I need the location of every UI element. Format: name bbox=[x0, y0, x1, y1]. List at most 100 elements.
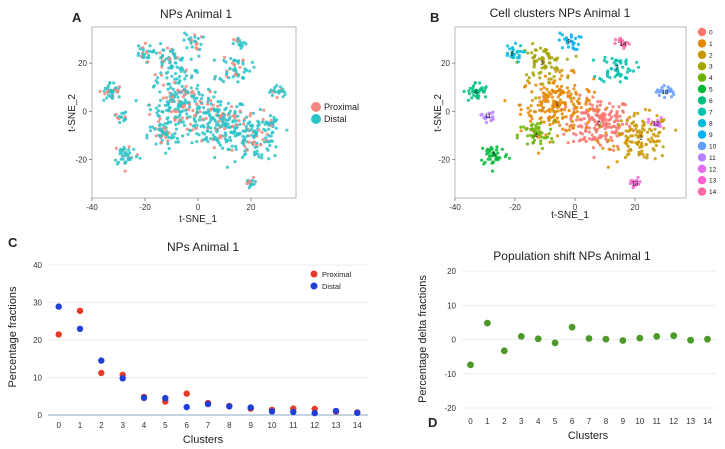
tsne-point bbox=[519, 125, 523, 129]
tsne-point bbox=[154, 51, 158, 55]
tsne-point bbox=[555, 134, 560, 138]
tsne-point bbox=[231, 41, 235, 46]
tsne-point bbox=[615, 116, 619, 120]
tsne-point bbox=[245, 181, 249, 186]
tsne-point bbox=[216, 108, 220, 112]
tsne-point bbox=[153, 73, 157, 77]
panel-d-points bbox=[467, 319, 711, 369]
tsne-point bbox=[534, 83, 538, 87]
tsne-point bbox=[623, 141, 627, 145]
tsne-point bbox=[253, 180, 257, 184]
tsne-point bbox=[202, 125, 206, 129]
tsne-point bbox=[108, 81, 112, 85]
tsne-point bbox=[165, 117, 169, 121]
tsne-point bbox=[549, 127, 553, 131]
tsne-point bbox=[224, 133, 228, 137]
tsne-point bbox=[637, 130, 641, 134]
x-tick-label: 0 bbox=[468, 417, 473, 426]
tsne-point bbox=[119, 147, 123, 151]
tsne-point bbox=[110, 96, 114, 100]
tsne-point bbox=[540, 146, 545, 151]
tsne-point bbox=[626, 129, 630, 133]
tsne-point bbox=[134, 99, 138, 103]
tsne-point bbox=[488, 154, 492, 158]
tsne-point bbox=[620, 132, 624, 136]
tsne-point bbox=[272, 115, 276, 120]
tsne-point bbox=[564, 115, 568, 119]
tsne-point bbox=[534, 126, 538, 130]
cluster-label: 4 bbox=[534, 133, 538, 139]
tsne-point bbox=[503, 155, 507, 159]
tsne-point bbox=[551, 121, 555, 125]
tsne-point bbox=[134, 155, 139, 159]
tsne-point bbox=[222, 80, 226, 84]
tsne-point bbox=[158, 51, 162, 55]
tsne-point bbox=[256, 119, 260, 123]
tsne-point bbox=[612, 124, 616, 128]
tsne-point bbox=[257, 128, 261, 132]
tsne-point bbox=[209, 98, 213, 103]
tsne-point bbox=[170, 66, 174, 70]
tsne-point bbox=[224, 106, 228, 110]
tsne-point bbox=[560, 84, 564, 88]
panel-a-y-ticks: -20 0 20 bbox=[75, 59, 92, 164]
tsne-point bbox=[625, 119, 629, 123]
tsne-point bbox=[269, 88, 273, 92]
tsne-point bbox=[483, 160, 487, 164]
tsne-point bbox=[176, 140, 181, 144]
tsne-point bbox=[560, 112, 564, 116]
tsne-point bbox=[148, 44, 152, 48]
tsne-point bbox=[602, 112, 606, 116]
tsne-point bbox=[557, 101, 561, 105]
tsne-point bbox=[526, 79, 530, 83]
panel-c-legend: Proximal Distal bbox=[310, 270, 352, 291]
tsne-point bbox=[193, 35, 197, 39]
tsne-point bbox=[591, 107, 595, 111]
tsne-point bbox=[553, 110, 558, 114]
tsne-point bbox=[228, 109, 232, 113]
tsne-point bbox=[106, 93, 111, 97]
tsne-point bbox=[549, 92, 553, 96]
tsne-point bbox=[648, 140, 653, 144]
x-tick-label: 0 bbox=[573, 203, 578, 212]
tsne-point bbox=[496, 151, 500, 155]
legend-marker bbox=[697, 107, 707, 117]
tsne-point bbox=[187, 37, 191, 41]
tsne-point bbox=[529, 104, 533, 108]
tsne-point bbox=[582, 116, 586, 121]
x-tick-label: -40 bbox=[86, 203, 98, 212]
tsne-point bbox=[525, 142, 530, 146]
tsne-point bbox=[118, 120, 122, 125]
data-point-distal bbox=[311, 409, 318, 417]
tsne-point bbox=[613, 41, 617, 46]
tsne-point bbox=[484, 85, 488, 89]
tsne-point bbox=[233, 126, 237, 130]
tsne-point bbox=[603, 55, 607, 60]
data-point-delta bbox=[636, 334, 644, 342]
tsne-point bbox=[252, 175, 256, 179]
tsne-point bbox=[215, 123, 219, 127]
tsne-point bbox=[487, 111, 491, 115]
tsne-point bbox=[241, 134, 245, 138]
tsne-point bbox=[506, 44, 510, 48]
tsne-point bbox=[126, 157, 130, 162]
x-tick-label: 11 bbox=[289, 421, 298, 430]
tsne-point bbox=[248, 114, 252, 118]
tsne-point bbox=[156, 76, 160, 80]
tsne-point bbox=[132, 147, 136, 151]
tsne-point bbox=[127, 145, 131, 149]
tsne-point bbox=[594, 123, 598, 127]
tsne-point bbox=[231, 68, 235, 72]
tsne-point bbox=[603, 127, 607, 131]
tsne-point bbox=[478, 81, 482, 85]
tsne-point bbox=[159, 71, 163, 75]
tsne-point bbox=[491, 160, 495, 164]
tsne-point bbox=[120, 111, 124, 115]
tsne-point bbox=[667, 89, 671, 93]
tsne-point bbox=[197, 90, 201, 94]
tsne-point bbox=[270, 93, 274, 97]
tsne-point bbox=[495, 145, 499, 149]
tsne-point bbox=[531, 42, 535, 46]
tsne-point bbox=[542, 85, 546, 90]
data-point-distal bbox=[162, 394, 169, 402]
